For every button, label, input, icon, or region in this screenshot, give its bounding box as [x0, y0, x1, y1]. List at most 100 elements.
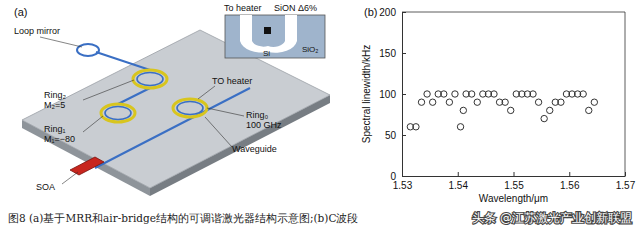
loop-mirror	[77, 44, 99, 56]
point	[530, 91, 536, 97]
x-tick-label: 1.53	[393, 180, 413, 191]
x-tick: 1.56	[560, 172, 580, 191]
diagram-label: Loop mirror	[14, 26, 60, 36]
x-axis-line	[403, 176, 626, 177]
x-tick-mark	[569, 172, 570, 176]
x-tick-label: 1.55	[504, 180, 524, 191]
point	[457, 124, 463, 130]
y-axis-title: Spectral linewidth/kHz	[361, 45, 372, 143]
caption: 图8 (a)基于MRR和air-bridge结构的可调谐激光器结构示意图;(b)…	[8, 212, 358, 224]
leader-line	[62, 172, 78, 184]
leader-line	[83, 80, 134, 100]
point	[591, 99, 597, 105]
y-tick-mark	[402, 94, 406, 95]
diagram-label: To heater	[224, 3, 262, 13]
diagram-label: Ring₂	[44, 90, 67, 100]
y-tick-label: 150	[379, 48, 396, 59]
y-tick: 0	[390, 171, 406, 182]
point	[460, 107, 466, 113]
point	[491, 91, 497, 97]
ring-heater	[101, 104, 135, 122]
x-tick-mark	[458, 172, 459, 176]
x-tick: 1.55	[504, 172, 524, 191]
waveguide	[95, 88, 250, 168]
leader-line	[198, 86, 215, 99]
y-tick-mark	[402, 53, 406, 54]
diagram-label: Ring₀	[246, 110, 269, 120]
sion-core	[264, 27, 271, 34]
frame	[625, 12, 626, 176]
y-axis: 0 50 100 150 200	[379, 7, 406, 182]
panel-label: (a)	[14, 6, 27, 18]
x-tick-mark	[514, 172, 515, 176]
diagram-label: SiON Δ6%	[274, 3, 317, 13]
diagram-panel: (a) Loop mirror To heater SiON Δ6% SiO₂ Si TO …	[14, 3, 330, 196]
air-trench	[285, 15, 297, 41]
point	[558, 99, 564, 105]
point	[441, 91, 447, 97]
plot-area	[407, 91, 597, 130]
point	[446, 99, 452, 105]
point	[508, 107, 514, 113]
y-tick-label: 0	[390, 171, 396, 182]
figure: (a) Loop mirror To heater SiON Δ6% SiO₂ Si TO …	[0, 0, 640, 230]
inset-cladding	[225, 15, 325, 58]
ring	[105, 107, 131, 120]
x-tick-label: 1.56	[560, 180, 580, 191]
leader-line	[83, 116, 103, 132]
x-tick-label: 1.57	[616, 180, 636, 191]
x-axis-title: Wavelength/μm	[479, 193, 548, 204]
diagram-label: Ring₁	[44, 124, 66, 134]
frame	[402, 12, 625, 13]
air-trench	[240, 15, 252, 41]
y-tick-mark	[402, 12, 406, 13]
soa	[70, 157, 104, 175]
point	[502, 99, 508, 105]
ring-heater	[133, 70, 167, 88]
point	[535, 99, 541, 105]
leader-line	[205, 117, 232, 147]
x-tick: 1.54	[449, 172, 469, 191]
diagram-label: M₁=−80	[44, 134, 75, 144]
x-tick-mark	[625, 172, 626, 176]
diagram-label: Waveguide	[232, 144, 277, 154]
x-tick: 1.57	[616, 172, 636, 191]
y-tick-mark	[402, 176, 406, 177]
point	[452, 91, 458, 97]
y-tick: 200	[379, 7, 406, 18]
ring-heater	[173, 99, 207, 117]
point	[424, 91, 430, 97]
x-tick-label: 1.54	[449, 180, 469, 191]
point	[413, 124, 419, 130]
y-tick: 100	[379, 89, 406, 100]
y-tick-label: 200	[379, 7, 396, 18]
ring	[177, 102, 203, 115]
point	[586, 107, 592, 113]
ring	[137, 73, 163, 86]
y-tick-mark	[402, 135, 406, 136]
x-axis: 1.53 1.54 1.55 1.56 1.57	[393, 172, 636, 191]
diagram-label: TO heater	[212, 76, 252, 86]
point	[541, 115, 547, 121]
point	[474, 99, 480, 105]
chart-panel: 1.53 1.54 1.55 1.56 1.57 0 50 100 150 200(b) Spect…	[361, 6, 636, 204]
y-tick-label: 100	[379, 89, 396, 100]
point	[468, 91, 474, 97]
y-tick-label: 50	[385, 130, 397, 141]
leader-line	[207, 108, 244, 116]
watermark: 头条 @江苏激光产业创新联盟	[472, 211, 632, 225]
diagram-label: SiO₂	[302, 45, 318, 54]
diagram-label: Si	[263, 49, 270, 58]
diagram-label: SOA	[36, 182, 55, 192]
y-tick: 150	[379, 48, 406, 59]
panel-label: (b)	[364, 6, 377, 18]
point	[580, 91, 586, 97]
y-tick: 50	[385, 130, 406, 141]
waveguide	[96, 52, 150, 104]
leader-line	[40, 37, 82, 47]
diagram-label: M₂=5	[44, 100, 65, 110]
point	[429, 99, 435, 105]
diagram-label: 100 GHz	[246, 120, 282, 130]
point	[418, 99, 424, 105]
point	[547, 107, 553, 113]
